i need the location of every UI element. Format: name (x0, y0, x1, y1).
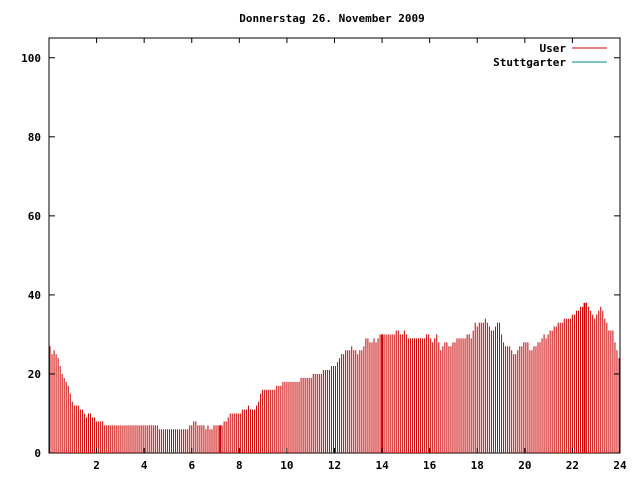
x-tick-label: 2 (93, 459, 100, 472)
x-tick-label: 10 (280, 459, 293, 472)
x-tick-label: 12 (328, 459, 341, 472)
y-tick-label: 40 (28, 289, 41, 302)
x-tick-label: 24 (613, 459, 627, 472)
x-tick-label: 6 (188, 459, 195, 472)
y-tick-label: 60 (28, 210, 41, 223)
chart-title: Donnerstag 26. November 2009 (239, 12, 424, 25)
x-tick-label: 20 (518, 459, 531, 472)
y-tick-label: 100 (21, 52, 41, 65)
x-tick-label: 8 (236, 459, 243, 472)
legend-label: Stuttgarter (493, 56, 566, 69)
x-tick-label: 14 (375, 459, 389, 472)
y-tick-label: 80 (28, 131, 41, 144)
legend-label: User (540, 42, 567, 55)
y-tick-label: 20 (28, 368, 41, 381)
x-tick-label: 16 (423, 459, 437, 472)
x-tick-label: 4 (141, 459, 148, 472)
bar-series-user (49, 302, 620, 453)
y-tick-label: 0 (34, 447, 41, 460)
x-tick-label: 18 (471, 459, 484, 472)
x-tick-label: 22 (566, 459, 579, 472)
